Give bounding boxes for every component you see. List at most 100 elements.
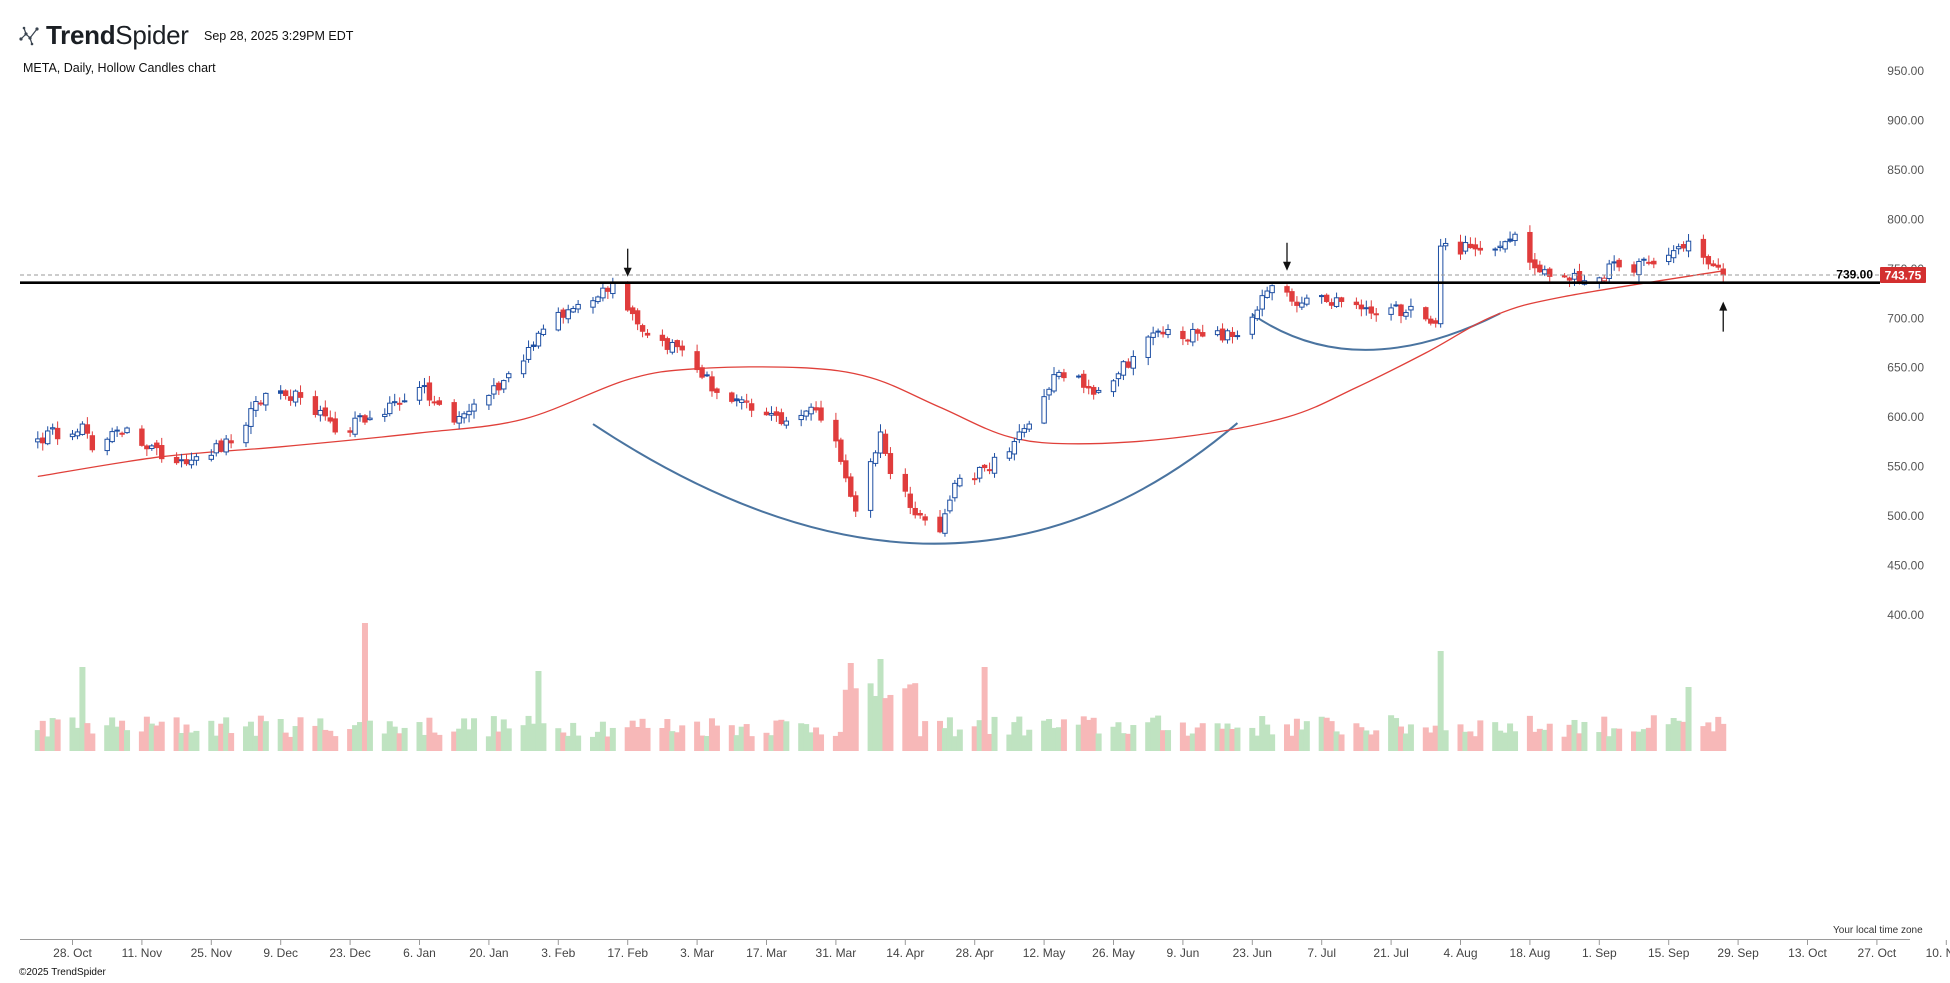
volume-bar	[1060, 719, 1067, 751]
volume-bar	[173, 717, 180, 751]
volume-bar	[986, 733, 993, 751]
candle-body	[1437, 245, 1444, 325]
candle-body	[1393, 304, 1399, 307]
x-axis-tick-label: 25. Nov	[191, 946, 232, 960]
candle-body	[1532, 259, 1538, 269]
volume-bar	[1467, 731, 1474, 751]
candle-body	[629, 307, 636, 315]
volume-bar	[69, 717, 76, 751]
candle-body	[109, 431, 115, 443]
candle-body	[1229, 331, 1236, 337]
candle-body	[1527, 231, 1533, 263]
candle-body	[1561, 275, 1568, 278]
volume-bar	[401, 727, 408, 751]
volume-bar	[1507, 723, 1514, 751]
volume-bar	[44, 736, 51, 751]
volume-bar	[208, 720, 215, 751]
volume-bar	[981, 667, 988, 751]
volume-bar	[1051, 727, 1058, 751]
candle-body	[659, 334, 666, 341]
candle-body	[1061, 372, 1067, 379]
volume-bar	[1016, 716, 1023, 751]
volume-bar	[317, 718, 324, 751]
candle-body	[1492, 248, 1498, 251]
candle-body	[1219, 328, 1226, 341]
volume-bar	[1150, 717, 1157, 751]
candle-body	[1120, 361, 1127, 376]
candle-body	[253, 401, 259, 411]
candle-body	[1160, 331, 1166, 335]
volume-bar	[1155, 715, 1162, 751]
volume-bar	[778, 719, 785, 751]
x-axis-tick-label: 3. Mar	[680, 946, 714, 960]
volume-bar	[1561, 736, 1568, 751]
candle-body	[679, 345, 685, 351]
volume-bar	[426, 717, 433, 751]
volume-bar	[941, 728, 948, 751]
candle-body	[694, 351, 700, 371]
volume-bar	[867, 683, 874, 751]
candle-body	[69, 433, 76, 438]
candle-body	[347, 430, 353, 433]
candle-body	[1185, 339, 1191, 342]
candle-body	[867, 461, 874, 511]
volume-bar	[109, 717, 116, 751]
candle-body	[530, 344, 537, 348]
candle-body	[565, 309, 571, 320]
volume-bar	[1402, 733, 1409, 751]
candle-body	[421, 385, 428, 388]
candle-body	[639, 325, 646, 332]
candle-body	[1338, 297, 1345, 302]
y-axis-tick-label: 500.00	[1887, 509, 1924, 523]
volume-bar	[1472, 736, 1479, 751]
timezone-note[interactable]: Your local time zone	[1833, 925, 1923, 936]
candle-body	[947, 499, 953, 512]
volume-bar	[664, 719, 671, 751]
volume-bar	[1462, 731, 1469, 751]
candle-body	[451, 402, 457, 423]
candle-body	[1011, 441, 1018, 455]
candle-body	[1299, 302, 1305, 308]
candle-body	[907, 493, 913, 508]
volume-bar	[946, 717, 953, 751]
candle-body	[1333, 297, 1340, 307]
volume-bar	[1675, 720, 1682, 751]
volume-bar	[1264, 724, 1271, 751]
volume-bar	[1184, 735, 1191, 751]
volume-bar	[575, 735, 582, 751]
volume-bar	[674, 732, 681, 751]
volume-bar	[694, 721, 701, 751]
volume-bar	[287, 736, 294, 751]
candle-body	[1576, 271, 1583, 283]
candle-body	[159, 445, 165, 460]
candle-body	[1294, 301, 1300, 306]
volume-bar	[416, 722, 423, 751]
candle-body	[124, 427, 130, 434]
volume-bar	[1026, 729, 1033, 751]
candle-body	[912, 507, 918, 516]
volume-bar	[1432, 725, 1439, 751]
candle-body	[1457, 241, 1464, 255]
candle-body	[79, 423, 86, 435]
volume-bar	[1046, 719, 1053, 751]
candle-body	[1408, 305, 1414, 311]
volume-bar	[183, 724, 190, 751]
candle-body	[1200, 332, 1206, 337]
volume-bar	[902, 688, 909, 751]
candle-body	[743, 400, 750, 403]
volume-bar	[332, 736, 339, 751]
candle-body	[258, 402, 264, 405]
volume-bar	[1288, 735, 1295, 751]
candle-body	[1507, 238, 1513, 242]
candle-body	[1542, 269, 1548, 275]
candle-body	[818, 407, 824, 421]
brand-logo[interactable]: TrendSpider	[18, 20, 189, 51]
volume-bar	[1616, 728, 1623, 751]
x-axis-tick-label: 26. May	[1092, 946, 1135, 960]
volume-bar	[1234, 727, 1241, 751]
candle-body	[193, 456, 200, 461]
up-arrow-head-icon	[1719, 301, 1728, 311]
volume-bar	[907, 684, 914, 751]
candle-body	[882, 433, 889, 454]
